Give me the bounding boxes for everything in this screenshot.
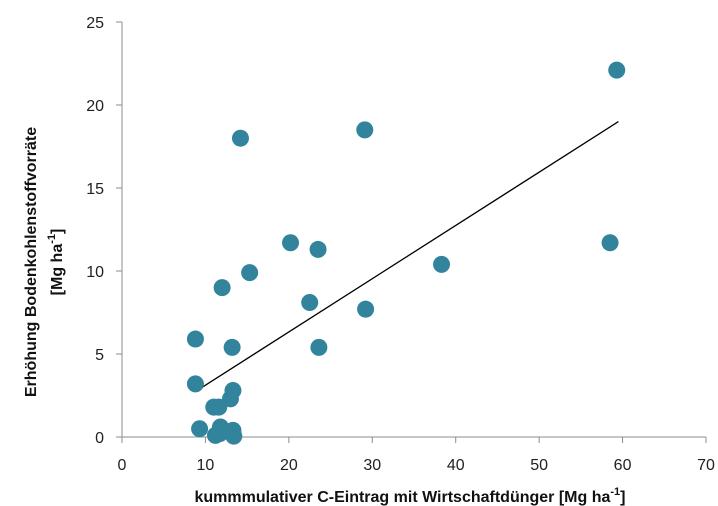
y-axis-title-line1: Erhöhung Bodenkohlenstoffvorräte [23,127,40,397]
data-point [608,61,626,79]
y-tick-label: 25 [86,15,104,32]
axes [121,22,706,438]
x-tick-label: 60 [614,457,632,474]
data-point [224,382,242,400]
data-point [309,240,327,258]
y-tick-label: 5 [95,347,104,364]
y-tick-label: 0 [95,430,104,447]
y-tick-label: 10 [86,264,104,281]
y-tick-label: 15 [86,181,104,198]
trendline [196,121,619,392]
data-point [357,300,375,318]
data-point [301,294,319,312]
data-point [601,234,619,252]
data-point [223,338,241,356]
data-point [282,234,300,252]
x-tick-label: 30 [363,457,381,474]
data-point [191,420,209,438]
x-axis-title: kummmulativer C-Eintrag mit Wirtschaftdü… [194,486,625,506]
data-point [186,375,204,393]
x-tick-label: 50 [530,457,548,474]
data-point [356,121,374,139]
x-tick-labels: 0 10 20 30 40 50 60 70 [118,437,715,474]
data-point [186,330,204,348]
x-tick-label: 0 [118,457,127,474]
data-point [225,427,243,445]
data-point [433,255,451,273]
data-points [186,61,626,445]
data-point [310,338,328,356]
data-point [241,264,259,282]
x-tick-label: 70 [697,457,715,474]
y-axis-title-line2: [Mg ha-1] [46,229,66,296]
data-point [213,279,231,297]
x-tick-label: 40 [447,457,465,474]
x-tick-label: 10 [197,457,215,474]
y-tick-label: 20 [86,98,104,115]
trendline-group [196,121,619,392]
x-tick-label: 20 [280,457,298,474]
y-tick-labels: 0 5 10 15 20 25 [86,15,122,447]
data-point [231,129,249,147]
y-axis-title: Erhöhung Bodenkohlenstoffvorräte [Mg ha-… [23,127,66,397]
